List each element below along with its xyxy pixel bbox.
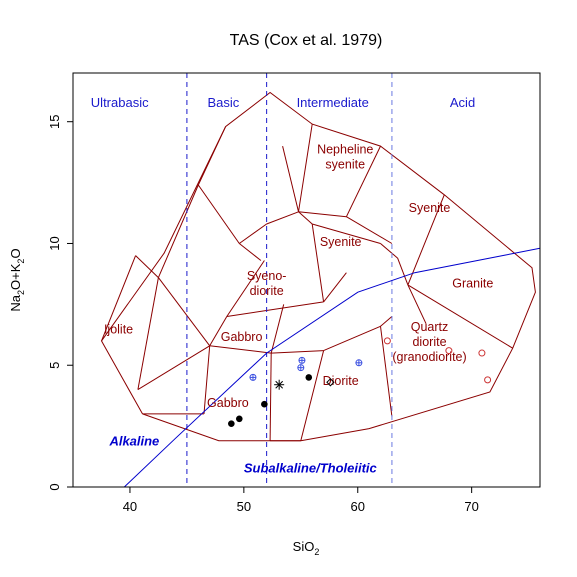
data-point-open-circle xyxy=(478,349,486,357)
field-boundary xyxy=(269,353,272,441)
field-boundary xyxy=(312,223,381,244)
y-axis-label: Na2O+K2O xyxy=(8,248,26,311)
field-label: Syeno- xyxy=(247,269,287,283)
field-label: Quartz xyxy=(411,320,449,334)
field-boundary xyxy=(100,91,536,442)
field-boundary xyxy=(311,223,325,302)
x-axis-label: SiO2 xyxy=(293,539,320,557)
field-boundary xyxy=(380,316,393,327)
field-label: Syenite xyxy=(409,201,451,215)
divider-label: Subalkaline/Tholeiitic xyxy=(244,461,378,476)
y-tick-label: 5 xyxy=(47,362,62,369)
field-label: diorite xyxy=(412,335,446,349)
field-boundary xyxy=(282,145,299,212)
y-axis: 0 5 10 15 xyxy=(47,114,73,491)
field-boundary xyxy=(300,350,325,441)
y-tick-label: 15 xyxy=(47,114,62,128)
field-boundary xyxy=(266,211,299,225)
y-tick-label: 0 xyxy=(47,483,62,490)
data-point-circle-plus xyxy=(298,356,306,364)
field-boundary xyxy=(298,124,313,212)
field-boundary xyxy=(226,301,324,317)
field-boundary xyxy=(137,345,210,391)
field-boundary xyxy=(397,257,409,286)
data-point-circle-plus xyxy=(249,373,257,381)
field-boundary xyxy=(226,260,265,317)
field-boundary xyxy=(209,345,272,354)
x-axis-label-subscript: 2 xyxy=(314,547,319,557)
field-boundary xyxy=(203,345,211,414)
data-point-circle-plus xyxy=(355,359,363,367)
field-boundary xyxy=(158,277,211,347)
data-point-open-circle xyxy=(445,347,453,355)
field-label: syenite xyxy=(325,157,365,171)
field-label: Ijolite xyxy=(104,323,133,337)
field-boundary xyxy=(239,223,267,244)
data-point-filled-circle xyxy=(261,400,268,408)
field-boundary xyxy=(101,255,137,342)
divider-label: Alkaline xyxy=(108,434,159,449)
field-boundary xyxy=(380,326,393,417)
field-label: Gabbro xyxy=(207,396,249,410)
field-boundary xyxy=(407,194,445,286)
y-tick-label: 10 xyxy=(47,236,62,250)
category-label: Intermediate xyxy=(297,95,369,110)
data-point-open-circle xyxy=(383,337,391,345)
data-point-filled-circle xyxy=(305,374,313,381)
field-boundary xyxy=(238,243,262,261)
field-boundary xyxy=(197,126,227,186)
field-label: Nepheline xyxy=(317,142,373,156)
field-boundary xyxy=(323,325,381,352)
field-label: (granodiorite) xyxy=(392,350,466,364)
chart-title: TAS (Cox et al. 1979) xyxy=(230,32,383,49)
field-boundary xyxy=(345,145,381,217)
plot-frame xyxy=(72,72,541,488)
field-label: Gabbro xyxy=(221,330,263,344)
field-label: diorite xyxy=(250,284,284,298)
field-boundary xyxy=(137,277,159,390)
field-boundary xyxy=(323,272,347,303)
alkaline-divider-line xyxy=(123,247,540,487)
field-boundary xyxy=(135,255,159,278)
x-tick-label: 40 xyxy=(123,499,137,514)
x-tick-label: 50 xyxy=(237,499,251,514)
field-boundary xyxy=(298,211,347,218)
field-boundary xyxy=(270,304,285,354)
data-point-open-diamond xyxy=(326,378,335,387)
field-boundary xyxy=(407,284,427,325)
category-label: Acid xyxy=(450,95,475,110)
x-tick-label: 60 xyxy=(351,499,365,514)
field-boundary xyxy=(407,284,513,349)
field-boundary xyxy=(298,211,313,225)
data-point-filled-circle xyxy=(228,420,235,427)
field-boundary xyxy=(157,184,199,278)
x-axis: 40 50 60 70 xyxy=(123,487,479,514)
data-point-circle-plus xyxy=(297,364,305,372)
field-boundary xyxy=(380,243,398,259)
field-boundary xyxy=(271,350,324,354)
field-label: Granite xyxy=(452,276,493,290)
field-boundary xyxy=(197,184,240,244)
x-tick-label: 70 xyxy=(464,499,478,514)
field-boundary xyxy=(209,316,228,347)
field-label: Syenite xyxy=(320,235,362,249)
data-point-filled-circle xyxy=(235,415,243,423)
data-point-star xyxy=(274,379,285,390)
category-label: Basic xyxy=(207,95,239,110)
data-point-open-circle xyxy=(484,376,492,384)
category-label: Ultrabasic xyxy=(91,95,149,110)
field-boundary xyxy=(346,216,393,244)
